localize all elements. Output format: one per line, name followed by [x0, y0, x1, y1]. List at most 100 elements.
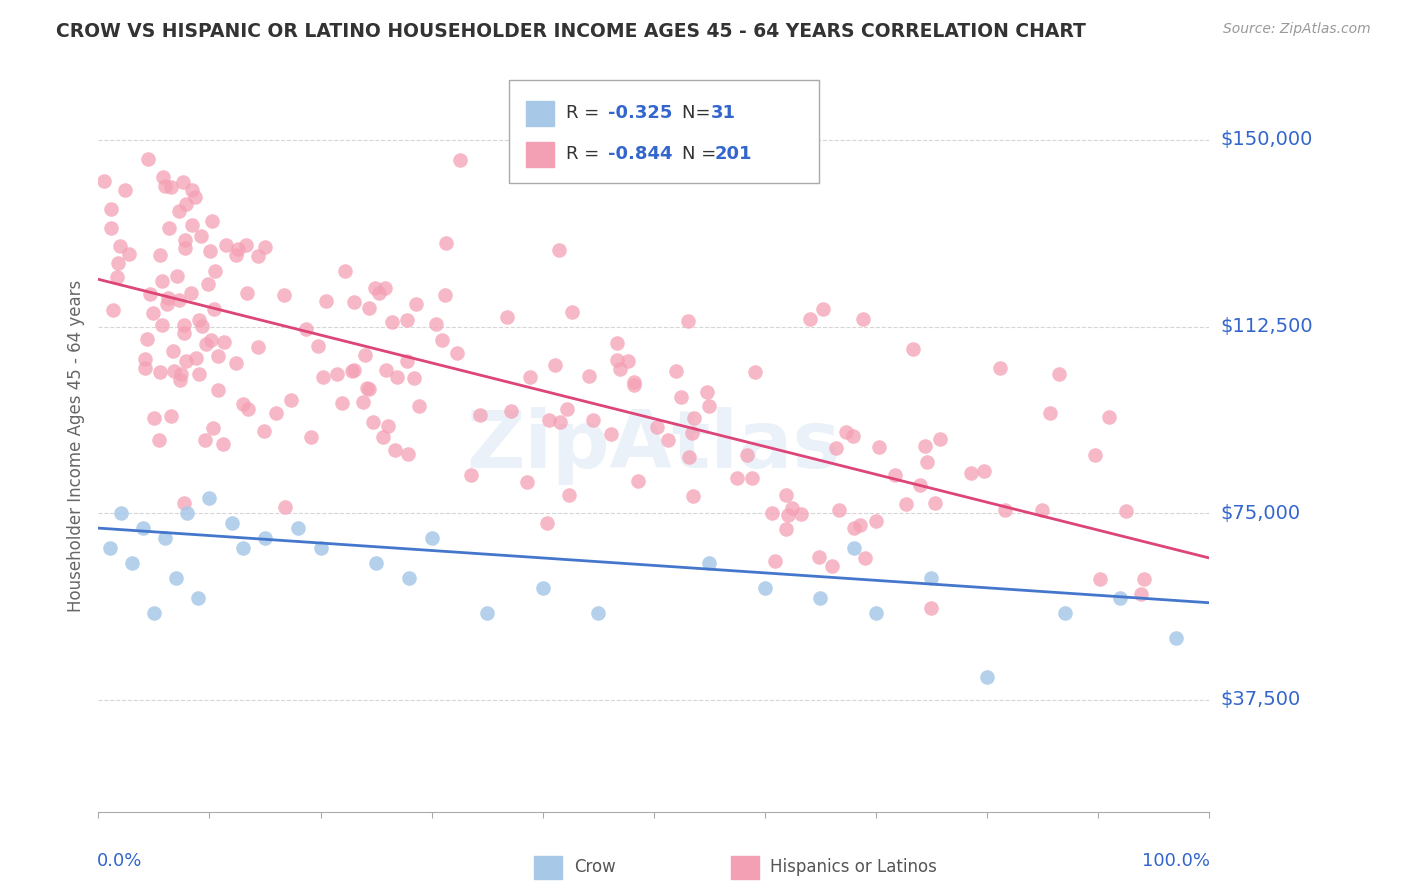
Point	[266, 406, 288, 420]
Point	[226, 242, 249, 256]
Point	[404, 371, 426, 385]
Point	[160, 409, 183, 423]
Point	[761, 506, 783, 520]
Point	[232, 541, 254, 555]
Point	[148, 365, 170, 379]
Point	[825, 442, 848, 456]
Point	[169, 373, 191, 387]
Text: 0.0%: 0.0%	[97, 852, 142, 870]
Point	[353, 348, 375, 362]
Point	[184, 351, 207, 365]
Point	[273, 288, 295, 302]
Point	[396, 354, 419, 368]
Point	[381, 315, 404, 329]
Point	[232, 397, 254, 411]
Point	[187, 591, 209, 605]
Point	[582, 413, 605, 427]
Point	[1130, 586, 1153, 600]
Point	[364, 280, 387, 294]
Point	[519, 370, 541, 384]
Point	[287, 521, 309, 535]
Point	[139, 287, 162, 301]
Text: $37,500: $37,500	[1220, 690, 1301, 709]
Point	[132, 521, 155, 535]
Point	[157, 221, 180, 235]
Point	[475, 606, 498, 620]
Point	[134, 351, 156, 366]
Point	[841, 428, 863, 442]
Text: $150,000: $150,000	[1220, 130, 1313, 150]
Point	[201, 214, 224, 228]
Point	[198, 244, 221, 258]
Point	[162, 344, 184, 359]
Point	[207, 384, 229, 398]
Point	[166, 268, 188, 283]
Point	[340, 364, 363, 378]
Point	[434, 235, 457, 250]
Point	[449, 153, 471, 167]
Point	[810, 591, 832, 605]
Point	[1031, 503, 1053, 517]
Point	[657, 433, 679, 447]
Point	[194, 336, 217, 351]
Point	[516, 475, 538, 490]
Point	[1164, 631, 1187, 645]
Point	[682, 489, 704, 503]
Point	[557, 401, 579, 416]
Point	[359, 383, 381, 397]
Point	[202, 302, 225, 317]
Point	[495, 310, 517, 324]
Point	[699, 556, 721, 570]
Point	[150, 318, 173, 332]
Point	[176, 506, 198, 520]
Point	[274, 500, 297, 514]
Point	[763, 554, 786, 568]
Point	[460, 468, 482, 483]
Point	[588, 606, 610, 620]
Point	[100, 221, 122, 235]
Point	[908, 478, 931, 492]
Point	[820, 559, 842, 574]
Point	[201, 421, 224, 435]
Point	[420, 531, 443, 545]
Point	[197, 277, 219, 292]
Point	[174, 241, 197, 255]
Point	[676, 314, 699, 328]
Text: 201: 201	[714, 145, 752, 163]
Point	[174, 353, 197, 368]
Point	[174, 233, 197, 247]
Point	[842, 541, 865, 555]
Point	[211, 437, 233, 451]
Point	[343, 363, 366, 377]
Point	[1047, 367, 1070, 381]
Point	[142, 411, 165, 425]
Point	[143, 606, 166, 620]
Point	[557, 488, 579, 502]
Point	[994, 503, 1017, 517]
Point	[811, 301, 834, 316]
Point	[776, 508, 799, 523]
Point	[548, 244, 571, 258]
Point	[188, 312, 211, 326]
Point	[385, 370, 408, 384]
Point	[1109, 591, 1132, 605]
Point	[377, 418, 399, 433]
Point	[678, 450, 700, 464]
Point	[683, 410, 706, 425]
Point	[578, 369, 600, 384]
Point	[669, 390, 692, 404]
Point	[988, 361, 1011, 376]
Point	[153, 531, 176, 545]
Point	[190, 229, 212, 244]
Point	[543, 358, 565, 372]
Point	[173, 496, 195, 510]
Point	[921, 571, 943, 585]
Point	[221, 516, 243, 530]
Text: 31: 31	[710, 104, 735, 122]
Point	[868, 440, 890, 454]
Point	[696, 384, 718, 399]
Point	[775, 488, 797, 502]
Point	[1084, 448, 1107, 462]
Point	[253, 240, 276, 254]
Point	[894, 497, 917, 511]
